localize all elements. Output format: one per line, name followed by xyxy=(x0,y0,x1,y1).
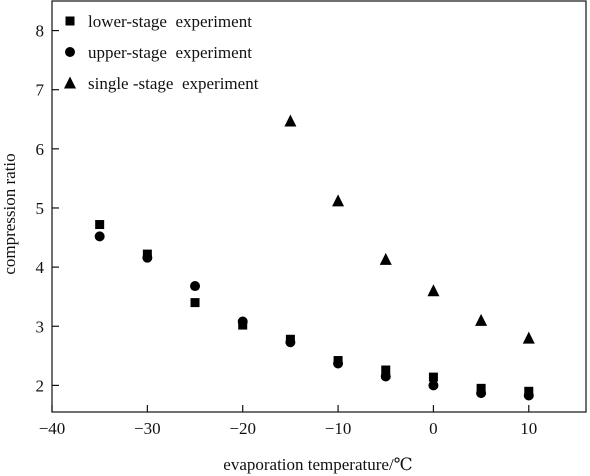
point-circle xyxy=(190,281,201,292)
x-axis-ticks: −40 −30 −20 −10 0 10 xyxy=(39,405,537,438)
legend-label: upper-stage experiment xyxy=(88,43,252,62)
legend-label: lower-stage experiment xyxy=(88,12,252,31)
point-circle xyxy=(428,380,439,391)
y-tick-label: 4 xyxy=(36,258,45,277)
point-circle xyxy=(285,337,296,348)
x-tick-label: −10 xyxy=(325,419,352,438)
point-circle xyxy=(142,252,153,263)
legend-marker-triangle xyxy=(64,76,76,89)
y-tick-label: 7 xyxy=(36,81,45,100)
y-tick-label: 5 xyxy=(36,199,45,218)
y-axis-label: compression ratio xyxy=(0,153,19,274)
plot-frame xyxy=(51,0,587,413)
y-tick-label: 8 xyxy=(36,22,45,41)
y-axis-ticks: 2 3 4 5 6 7 8 xyxy=(36,22,59,395)
x-tick-label: −20 xyxy=(229,419,256,438)
y-tick-label: 3 xyxy=(36,317,45,336)
point-triangle xyxy=(522,331,535,344)
point-circle xyxy=(94,231,105,242)
x-axis-label: evaporation temperature/℃ xyxy=(223,455,412,474)
x-tick-label: −30 xyxy=(134,419,161,438)
point-triangle xyxy=(284,114,297,127)
point-circle xyxy=(476,388,487,399)
y-tick-label: 6 xyxy=(36,140,45,159)
point-square xyxy=(428,372,438,382)
legend: lower-stage experiment upper-stage experi… xyxy=(64,12,259,93)
x-tick-label: 10 xyxy=(520,419,537,438)
point-triangle xyxy=(379,252,392,265)
point-triangle xyxy=(332,194,345,207)
point-circle xyxy=(333,358,344,369)
point-circle xyxy=(523,390,534,401)
point-circle xyxy=(237,316,248,327)
x-tick-label: −40 xyxy=(39,419,66,438)
point-triangle xyxy=(475,313,488,326)
data-points xyxy=(94,114,535,401)
legend-label: single -stage experiment xyxy=(88,74,259,93)
x-tick-label: 0 xyxy=(429,419,438,438)
legend-marker-circle xyxy=(65,47,75,57)
point-square xyxy=(381,365,391,375)
y-tick-label: 2 xyxy=(36,376,45,395)
point-circle xyxy=(380,371,391,382)
point-square xyxy=(95,220,105,230)
point-triangle xyxy=(427,284,440,297)
point-square xyxy=(190,298,200,308)
legend-marker-square xyxy=(65,16,75,26)
